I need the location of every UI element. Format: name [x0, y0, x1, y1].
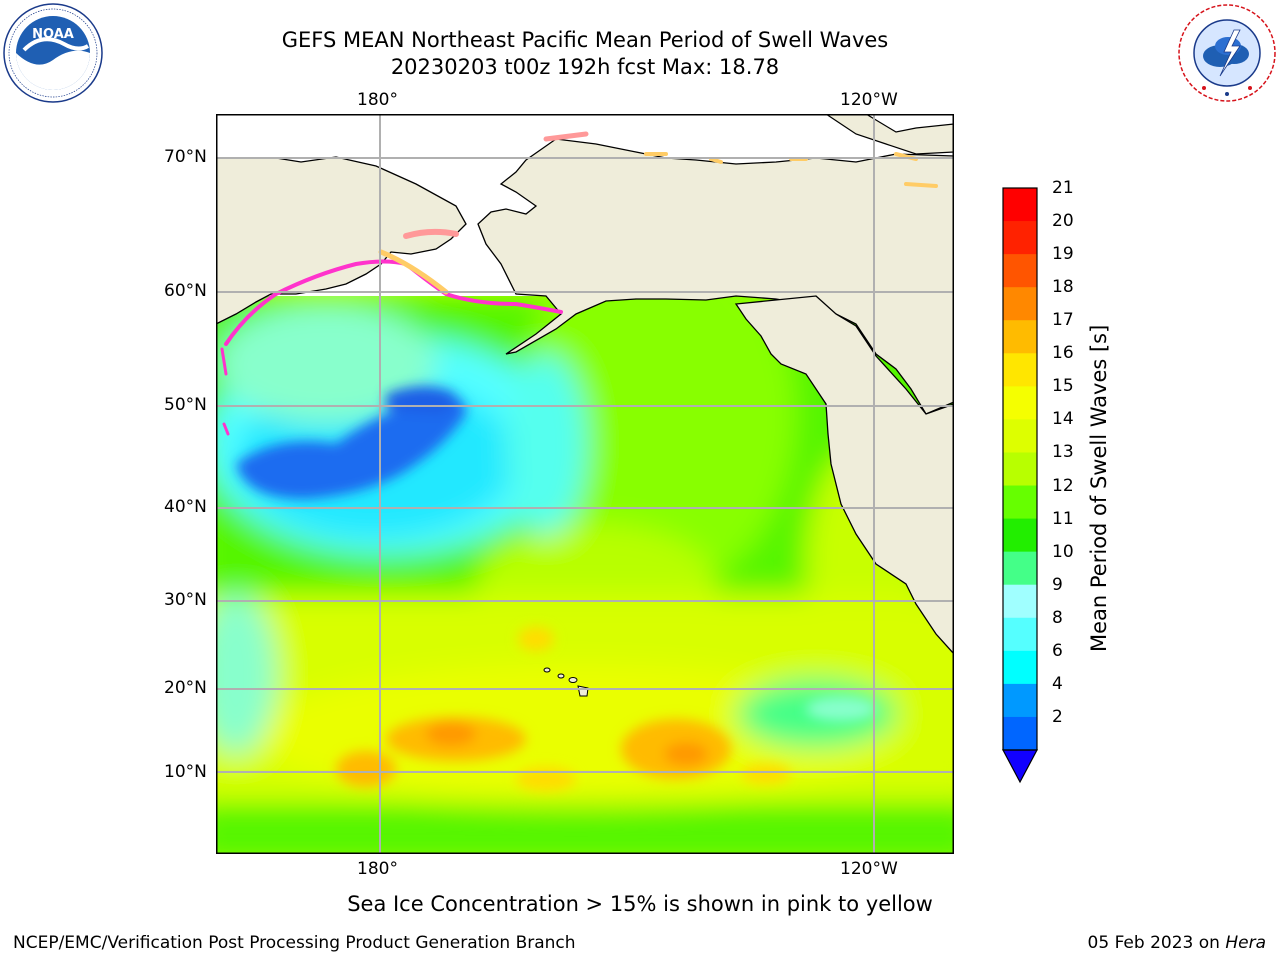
colorbar-tick-label: 10	[1052, 541, 1074, 562]
lat-label-60n: 60°N	[164, 281, 207, 301]
lat-label-40n: 40°N	[164, 497, 207, 517]
nws-logo	[1178, 4, 1276, 102]
colorbar-title: Mean Period of Swell Waves [s]	[1087, 324, 1111, 652]
colorbar-tick-label: 21	[1052, 178, 1074, 198]
colorbar-step	[1003, 287, 1037, 321]
colorbar-step	[1003, 419, 1037, 453]
graticule	[216, 114, 954, 854]
colorbar-step	[1003, 485, 1037, 520]
colorbar-tick-label: 8	[1052, 607, 1063, 628]
lat-label-30n: 30°N	[164, 590, 207, 610]
colorbar-tick-label: 13	[1052, 442, 1074, 463]
colorbar-step	[1003, 584, 1037, 619]
colorbar-step	[1003, 617, 1037, 652]
colorbar-step	[1003, 188, 1037, 222]
colorbar-tick-label: 11	[1052, 508, 1074, 529]
swell-period-map	[216, 114, 954, 854]
colorbar-tick-label: 12	[1052, 475, 1074, 496]
colorbar-tick-label: 15	[1052, 376, 1074, 397]
colorbar-step	[1003, 221, 1037, 255]
colorbar-step	[1003, 518, 1037, 553]
noaa-logo: NOAA	[3, 3, 103, 103]
colorbar-step	[1003, 320, 1037, 354]
colorbar-tick-label: 19	[1052, 244, 1074, 265]
colorbar-step	[1003, 551, 1037, 586]
lon-label-bottom-120w: 120°W	[840, 859, 898, 879]
colorbar-step	[1003, 452, 1037, 487]
colorbar-step	[1003, 386, 1037, 420]
lat-label-70n: 70°N	[164, 147, 207, 167]
colorbar-tick-label: 6	[1052, 640, 1063, 661]
footer-date: 05 Feb 2023 on Hera	[1088, 933, 1266, 953]
colorbar-tick-label: 17	[1052, 310, 1074, 331]
lon-label-bottom-180: 180°	[357, 859, 398, 879]
land-north-america	[734, 295, 954, 655]
colorbar-extend-arrow	[1002, 749, 1038, 784]
lat-label-10n: 10°N	[164, 762, 207, 782]
footer-host: Hera	[1225, 933, 1266, 953]
lat-label-50n: 50°N	[164, 395, 207, 415]
colorbar-step	[1003, 353, 1037, 387]
lat-label-20n: 20°N	[164, 678, 207, 698]
colorbar-tick-label: 20	[1052, 211, 1074, 232]
footer-producer: NCEP/EMC/Verification Post Processing Pr…	[13, 933, 576, 953]
chart-title-line2: 20230203 t00z 192h fcst Max: 18.78	[390, 55, 780, 79]
colorbar-tick-label: 16	[1052, 343, 1074, 364]
colorbar-tick-label: 14	[1052, 409, 1074, 430]
colorbar-tick-label: 2	[1052, 706, 1063, 727]
sea-ice-caption: Sea Ice Concentration > 15% is shown in …	[347, 892, 933, 916]
chart-title-line1: GEFS MEAN Northeast Pacific Mean Period …	[281, 28, 889, 52]
colorbar	[1002, 187, 1038, 784]
colorbar-tick-label: 18	[1052, 277, 1074, 298]
colorbar-step	[1003, 716, 1037, 751]
footer-date-text: 05 Feb 2023 on	[1087, 933, 1226, 953]
land-alaska-canada	[477, 138, 954, 415]
lon-label-top-180: 180°	[357, 90, 398, 110]
colorbar-step	[1003, 650, 1037, 685]
noaa-logo-text: NOAA	[32, 27, 74, 42]
colorbar-step	[1003, 683, 1037, 718]
colorbar-tick-label: 4	[1052, 673, 1063, 694]
land-siberia	[216, 156, 467, 325]
colorbar-tick-label: 9	[1052, 574, 1063, 595]
lon-label-top-120w: 120°W	[840, 90, 898, 110]
colorbar-step	[1003, 254, 1037, 288]
